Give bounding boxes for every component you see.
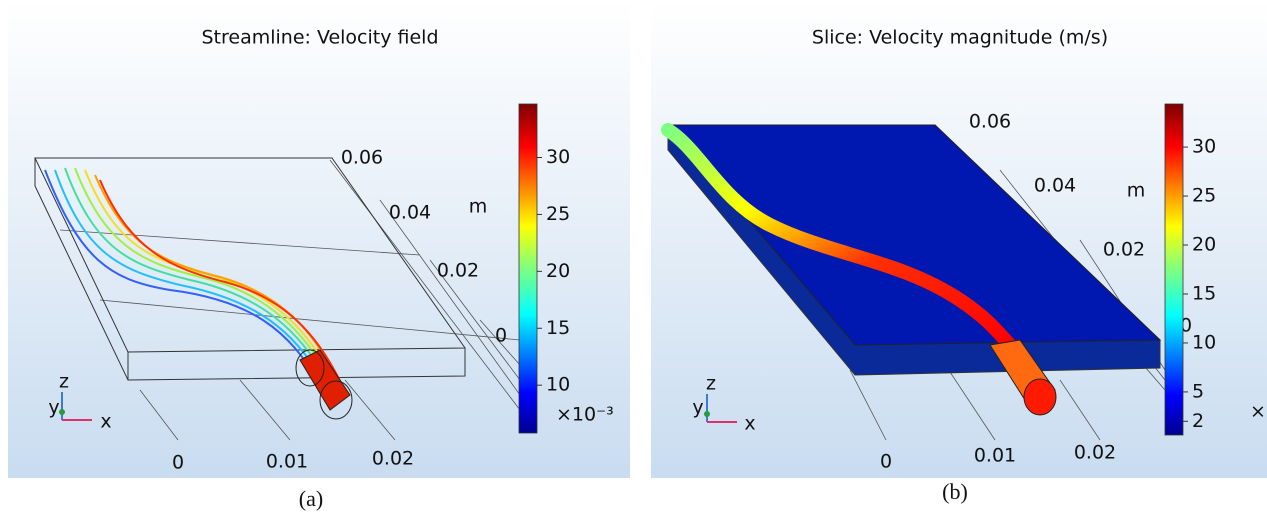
triad-label: y [48,397,59,419]
panel-title: Slice: Velocity magnitude (m/s) [812,27,1108,49]
x-tick-label: 0 [880,451,892,473]
colorbar-tick-label: 30 [546,146,570,168]
colorbar-tick-label: 25 [546,203,570,225]
colorbar-tick-label: 25 [1192,185,1216,207]
colorbar-tick-label: 2 [1192,410,1204,432]
x-tick-label: 0.01 [974,445,1016,467]
triad-label: x [744,413,755,435]
x-tick-label: 0.01 [266,451,308,473]
triad-label: z [706,373,716,395]
y-tick-label: 0.02 [437,260,479,282]
colorbar [1165,104,1183,435]
colorbar-tick-label: 20 [1192,234,1216,256]
y-tick-label: 0.06 [969,111,1011,133]
y-tick-label: 0.04 [1034,175,1076,197]
y-tick-label: 0.06 [341,147,383,169]
unit-label: m [1127,180,1146,202]
triad-label: z [59,371,69,393]
colorbar-tick-label: 5 [1192,380,1204,402]
colorbar-tick-label: 15 [546,317,570,339]
caption: (b) [942,479,968,504]
y-tick-label: 0.02 [1103,239,1145,261]
colorbar-tick-label: 30 [1192,136,1216,158]
triad-label: y [692,397,703,419]
figure: Streamline: Velocity field z y x 0 0.01 … [0,0,1267,527]
y-tick-label: 0 [495,325,507,347]
colorbar-tick-label: 10 [546,374,570,396]
panel-title: Streamline: Velocity field [201,27,438,49]
caption: (a) [299,486,323,511]
x-tick-label: 0.02 [372,448,414,470]
colorbar-tick-label: 10 [1192,331,1216,353]
colorbar-multiplier: × [1250,401,1266,423]
colorbar-tick-label: 20 [546,260,570,282]
y-tick-label: 0.04 [389,202,431,224]
colorbar [519,104,537,433]
colorbar-multiplier: ×10⁻³ [556,404,614,426]
colorbar-tick-label: 15 [1192,282,1216,304]
triad-label: x [100,411,111,433]
x-tick-label: 0.02 [1074,442,1116,464]
unit-label: m [469,196,488,218]
x-tick-label: 0 [172,452,184,474]
